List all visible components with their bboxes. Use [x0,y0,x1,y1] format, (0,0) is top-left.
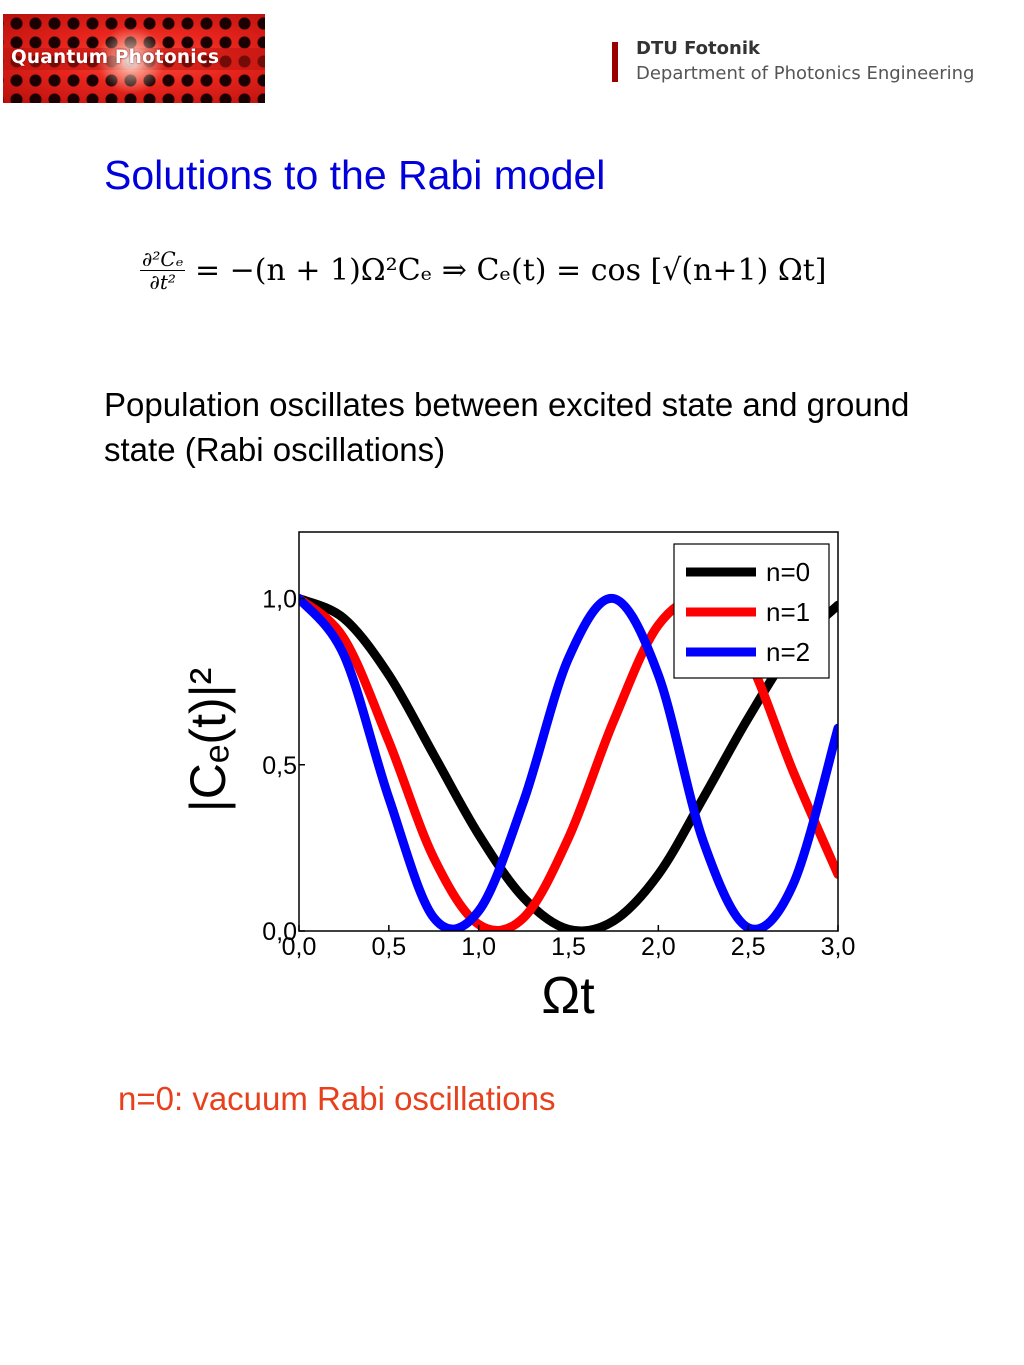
x-tick-label: 2,5 [731,933,766,961]
quantum-photonics-logo: Quantum Photonics [3,14,265,103]
y-axis-label: |Cₑ(t)|² [180,668,236,813]
y-tick-label: 0,5 [262,752,297,780]
equation-numerator: ∂²Cₑ [140,247,186,271]
footnote: n=0: vacuum Rabi oscillations [118,1080,556,1117]
x-tick-label: 0,5 [371,933,406,961]
x-tick-label: 3,0 [821,933,856,961]
logo-text: Quantum Photonics [11,47,220,68]
legend-label: n=0 [766,557,810,587]
x-axis-label: Ωt [541,967,595,1025]
body-text: Population oscillates between excited st… [104,386,910,468]
y-tick-label: 0,0 [262,918,297,946]
equation-denominator: ∂t² [149,270,176,294]
x-tick-label: 1,0 [461,933,496,961]
x-tick-label: 0,0 [282,933,317,961]
dtu-accent-bar [612,42,618,82]
x-tick-label: 1,5 [551,933,586,961]
y-tick-label: 1,0 [262,586,297,614]
legend-label: n=2 [766,637,810,667]
equation-fraction: ∂²Cₑ ∂t² [140,247,186,294]
legend-label: n=1 [766,597,810,627]
rabi-equation: ∂²Cₑ ∂t² = −(n + 1)Ω²Cₑ ⇒ Cₑ(t) = cos [√… [140,248,826,293]
plot-area: 0,0 0,5 1,0 1,5 2,0 2,5 3,0 0,0 0,5 1,0 Ωt |Cₑ(t)|²… [180,531,856,1025]
org-name: DTU Fotonik [636,38,760,59]
equation-rhs: = −(n + 1)Ω²Cₑ ⇒ Cₑ(t) = cos [√(n+1) Ωt] [194,253,827,288]
org-department: Department of Photonics Engineering [636,63,975,84]
slide-title: Solutions to the Rabi model [104,152,606,198]
x-tick-label: 2,0 [641,933,676,961]
logo-flare [91,20,171,100]
